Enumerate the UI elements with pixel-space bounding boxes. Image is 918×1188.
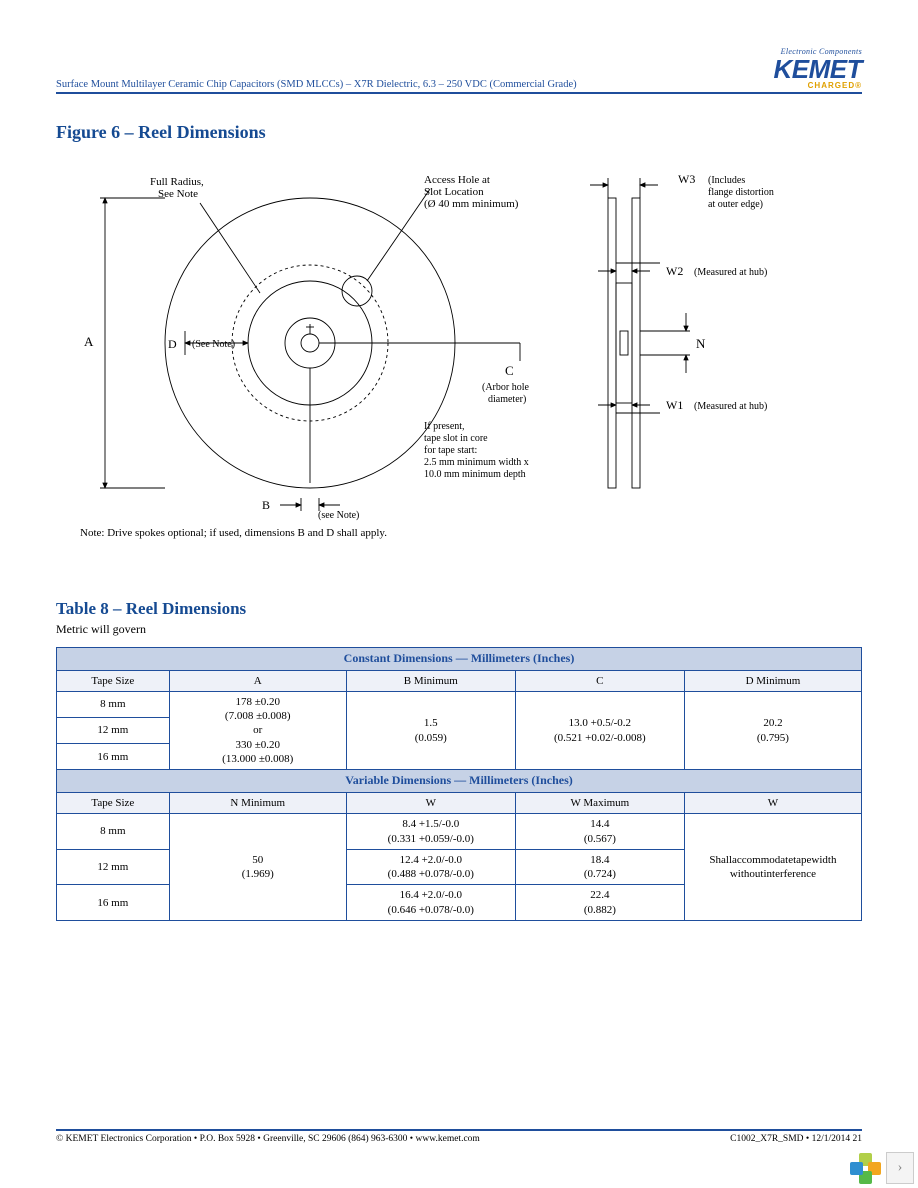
table-title: Table 8 – Reel Dimensions <box>56 599 862 619</box>
label-w2: (Measured at hub) <box>694 267 767 278</box>
see-note-b: (see Note) <box>318 510 359 521</box>
table-row: 8 mm 50(1.969) 8.4 +1.5/-0.0(0.331 +0.05… <box>57 814 862 850</box>
label-w3: (Includesflange distortionat outer edge) <box>708 175 774 210</box>
nav-logo-icon[interactable] <box>850 1153 880 1183</box>
page-nav: › <box>850 1152 914 1184</box>
dim-a: A <box>84 334 94 349</box>
cell-d: 20.2(0.795) <box>684 691 861 769</box>
table-row: 8 mm 178 ±0.20(7.008 ±0.008)or330 ±0.20(… <box>57 691 862 717</box>
label-full-radius: Full Radius,See Note <box>150 176 204 200</box>
footer: © KEMET Electronics Corporation • P.O. B… <box>56 1129 862 1144</box>
cell-b: 1.5(0.059) <box>346 691 515 769</box>
label-w1: (Measured at hub) <box>694 401 767 412</box>
table-band-1: Constant Dimensions — Millimeters (Inche… <box>57 648 862 671</box>
dim-w3: W3 <box>678 172 695 186</box>
table-header-2: Tape Size N Minimum W W Maximum W <box>57 792 862 813</box>
logo-text: KEMET <box>774 56 863 82</box>
header: Surface Mount Multilayer Ceramic Chip Ca… <box>56 48 862 94</box>
cell-a: 178 ±0.20(7.008 ±0.008)or330 ±0.20(13.00… <box>169 691 346 769</box>
dim-w1: W1 <box>666 398 683 412</box>
reel-diagram: Full Radius,See Note Access Hole atSlot … <box>50 153 850 523</box>
dim-b: B <box>262 498 270 512</box>
cell-wnote: Shallaccommodatetapewidthwithoutinterfer… <box>684 814 861 921</box>
breadcrumb: Surface Mount Multilayer Ceramic Chip Ca… <box>56 79 577 90</box>
cell-c: 13.0 +0.5/-0.2(0.521 +0.02/-0.008) <box>515 691 684 769</box>
petal-icon <box>850 1162 863 1175</box>
logo-subtext: CHARGED® <box>808 82 862 90</box>
label-arbor: (Arbor holediameter) <box>482 382 529 405</box>
dim-c: C <box>505 363 514 378</box>
figure-note: Note: Drive spokes optional; if used, di… <box>80 527 862 539</box>
label-tape-slot: If present,tape slot in corefor tape sta… <box>424 421 529 480</box>
logo: Electronic Components KEMET CHARGED® <box>774 48 863 90</box>
see-note-d: (See Note) <box>192 339 235 350</box>
dim-w2: W2 <box>666 264 683 278</box>
footer-right: C1002_X7R_SMD • 12/1/2014 21 <box>730 1134 862 1144</box>
table-header-1: Tape Size A B Minimum C D Minimum <box>57 670 862 691</box>
next-page-button[interactable]: › <box>886 1152 914 1184</box>
footer-left: © KEMET Electronics Corporation • P.O. B… <box>56 1134 480 1144</box>
table-band-2: Variable Dimensions — Millimeters (Inche… <box>57 770 862 793</box>
dim-d: D <box>168 337 177 351</box>
dim-n: N <box>696 336 706 351</box>
reel-dimensions-table: Constant Dimensions — Millimeters (Inche… <box>56 647 862 921</box>
cell-n: 50(1.969) <box>169 814 346 921</box>
figure-title: Figure 6 – Reel Dimensions <box>56 122 862 143</box>
label-access-hole: Access Hole atSlot Location(Ø 40 mm mini… <box>424 174 519 210</box>
table-subtitle: Metric will govern <box>56 622 862 637</box>
